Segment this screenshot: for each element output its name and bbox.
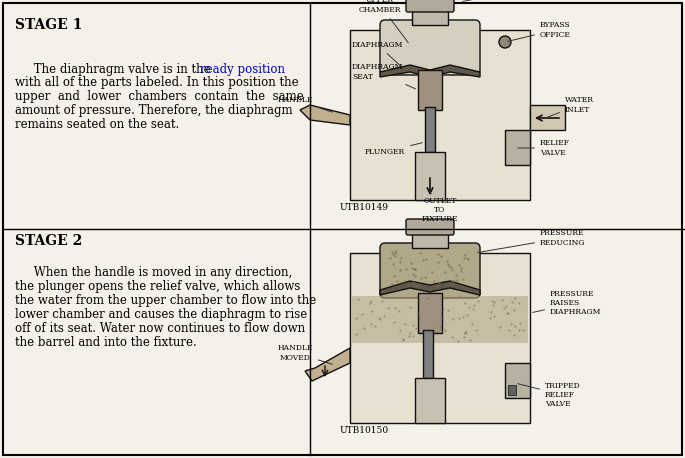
Polygon shape (380, 281, 480, 295)
Text: UTB10150: UTB10150 (340, 426, 389, 435)
Bar (505, 130, 530, 165)
Text: RELIEF
VALVE: RELIEF VALVE (518, 139, 570, 157)
Text: PLUNGER: PLUNGER (365, 143, 423, 156)
Text: remains seated on the seat.: remains seated on the seat. (15, 118, 179, 131)
Text: UPPER
CHAMBER: UPPER CHAMBER (359, 0, 408, 43)
Bar (425, 107, 435, 152)
Text: When the handle is moved in any direction,: When the handle is moved in any directio… (15, 266, 292, 279)
Polygon shape (380, 65, 480, 77)
Text: BYPASS
OFFICE: BYPASS OFFICE (508, 22, 571, 41)
Text: PRESSURE
REDUCING: PRESSURE REDUCING (477, 229, 586, 252)
Text: with all of the parts labeled. In this position the: with all of the parts labeled. In this p… (15, 76, 299, 89)
Circle shape (499, 36, 511, 48)
Text: the plunger opens the relief valve, which allows: the plunger opens the relief valve, whic… (15, 280, 301, 293)
Text: OUTLET
TO
FIXTURE: OUTLET TO FIXTURE (422, 192, 458, 223)
Text: HANDLE: HANDLE (277, 96, 332, 112)
Text: TRIPPED
RELIEF
VALVE: TRIPPED RELIEF VALVE (518, 382, 581, 408)
Bar (423, 330, 433, 378)
Text: amount of pressure. Therefore, the diaphragm: amount of pressure. Therefore, the diaph… (15, 104, 292, 117)
Polygon shape (305, 348, 350, 381)
Text: ready position: ready position (200, 63, 285, 76)
Text: upper  and  lower  chambers  contain  the  same: upper and lower chambers contain the sam… (15, 90, 303, 103)
Bar (505, 363, 530, 398)
Bar (352, 296, 528, 343)
Bar (412, 7, 448, 25)
FancyBboxPatch shape (406, 0, 454, 12)
Text: UPPER CHAMBER
CAP: UPPER CHAMBER CAP (463, 0, 558, 1)
FancyBboxPatch shape (380, 20, 480, 75)
Bar (350, 253, 530, 423)
Text: the water from the upper chamber to flow into the: the water from the upper chamber to flow… (15, 294, 316, 307)
Text: DIAPHRAGM
SEAT: DIAPHRAGM SEAT (352, 63, 416, 89)
Text: off of its seat. Water now continues to flow down: off of its seat. Water now continues to … (15, 322, 305, 335)
Bar (412, 230, 448, 248)
Polygon shape (300, 105, 350, 125)
Text: lower chamber and causes the diaphragm to rise: lower chamber and causes the diaphragm t… (15, 308, 308, 321)
Bar (418, 293, 442, 333)
Text: UTB10149: UTB10149 (340, 203, 389, 212)
Text: The diaphragm valve is in the: The diaphragm valve is in the (15, 63, 214, 76)
Text: the barrel and into the fixture.: the barrel and into the fixture. (15, 336, 197, 349)
Text: STAGE 2: STAGE 2 (15, 234, 82, 248)
Bar (415, 152, 445, 200)
Bar (418, 70, 442, 110)
Text: HANDLE
MOVED: HANDLE MOVED (277, 344, 332, 364)
Bar (350, 30, 530, 200)
FancyBboxPatch shape (406, 219, 454, 235)
Bar (508, 385, 516, 395)
FancyBboxPatch shape (380, 243, 480, 298)
Bar (530, 105, 565, 130)
Text: PRESSURE
RAISES
DIAPHRAGM: PRESSURE RAISES DIAPHRAGM (533, 290, 601, 316)
Bar (415, 378, 445, 423)
Text: STAGE 1: STAGE 1 (15, 18, 82, 32)
Text: DIAPHRAGM: DIAPHRAGM (352, 41, 403, 68)
Text: WATER
INLET: WATER INLET (547, 96, 594, 117)
